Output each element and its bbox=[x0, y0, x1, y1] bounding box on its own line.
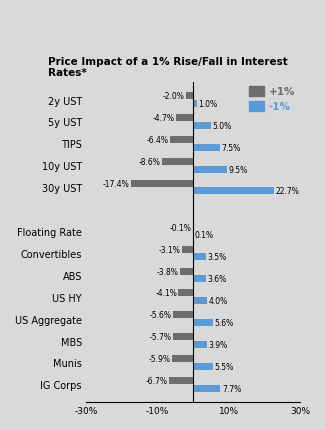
Bar bbox=[193, 341, 207, 348]
Bar bbox=[193, 297, 207, 304]
Bar bbox=[193, 363, 213, 370]
Bar bbox=[169, 377, 193, 384]
Bar bbox=[193, 254, 205, 261]
Bar bbox=[172, 355, 193, 362]
Bar bbox=[193, 275, 206, 283]
Bar bbox=[173, 312, 193, 319]
Text: -2.0%: -2.0% bbox=[162, 92, 185, 101]
Text: -5.9%: -5.9% bbox=[149, 354, 171, 363]
Text: -4.7%: -4.7% bbox=[153, 114, 175, 123]
Bar bbox=[193, 385, 220, 392]
Bar bbox=[193, 101, 197, 108]
Text: 5.6%: 5.6% bbox=[214, 318, 234, 327]
Bar bbox=[193, 188, 274, 195]
Text: 1.0%: 1.0% bbox=[198, 100, 217, 108]
Text: -6.7%: -6.7% bbox=[146, 376, 168, 385]
Bar bbox=[182, 246, 193, 253]
Bar bbox=[186, 93, 193, 100]
Bar bbox=[193, 166, 227, 173]
Text: 22.7%: 22.7% bbox=[275, 187, 299, 196]
Text: Price Impact of a 1% Rise/Fall in Interest Rates*: Price Impact of a 1% Rise/Fall in Intere… bbox=[48, 57, 287, 78]
Text: 7.7%: 7.7% bbox=[222, 384, 241, 393]
Bar bbox=[173, 334, 193, 341]
Text: 5.0%: 5.0% bbox=[212, 121, 231, 130]
Text: -6.4%: -6.4% bbox=[147, 136, 169, 145]
Text: 4.0%: 4.0% bbox=[209, 296, 228, 305]
Bar bbox=[193, 123, 211, 129]
Legend: +1%, -1%: +1%, -1% bbox=[247, 85, 297, 114]
Text: -4.1%: -4.1% bbox=[155, 289, 177, 298]
Text: -5.7%: -5.7% bbox=[149, 332, 171, 341]
Text: 3.5%: 3.5% bbox=[207, 252, 226, 261]
Bar bbox=[193, 144, 220, 151]
Bar bbox=[176, 115, 193, 122]
Text: 0.1%: 0.1% bbox=[195, 230, 214, 240]
Bar bbox=[170, 137, 193, 144]
Text: -3.8%: -3.8% bbox=[156, 267, 178, 276]
Text: 3.9%: 3.9% bbox=[208, 340, 228, 349]
Bar bbox=[193, 319, 213, 326]
Text: -8.6%: -8.6% bbox=[139, 158, 161, 167]
Text: -17.4%: -17.4% bbox=[103, 180, 130, 188]
Text: -3.1%: -3.1% bbox=[159, 245, 181, 254]
Text: -5.6%: -5.6% bbox=[150, 310, 172, 319]
Text: -0.1%: -0.1% bbox=[169, 223, 191, 232]
Bar bbox=[162, 159, 193, 166]
Text: 7.5%: 7.5% bbox=[221, 143, 240, 152]
Bar bbox=[179, 268, 193, 275]
Bar bbox=[131, 181, 193, 187]
Text: 3.6%: 3.6% bbox=[207, 274, 227, 283]
Text: 5.5%: 5.5% bbox=[214, 362, 233, 371]
Text: 9.5%: 9.5% bbox=[228, 165, 248, 174]
Bar bbox=[178, 290, 193, 297]
